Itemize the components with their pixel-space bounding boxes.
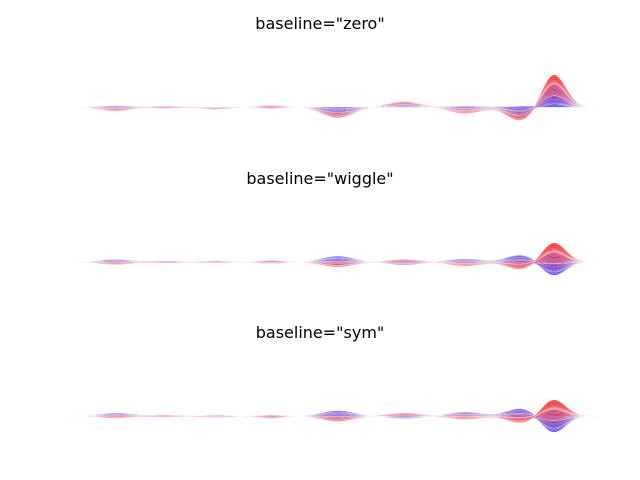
panel-zero: baseline="zero" <box>44 14 599 121</box>
panel-sym: baseline="sym" <box>44 323 599 433</box>
panel-title-zero: baseline="zero" <box>255 14 384 33</box>
stream-layer-wiggle-50 <box>44 242 599 270</box>
stream-layer-sym-50 <box>44 399 599 423</box>
stream-layers-sym <box>44 399 599 433</box>
stream-layers-wiggle <box>44 242 599 276</box>
panel-title-wiggle: baseline="wiggle" <box>246 169 393 188</box>
stream-layers-zero <box>44 74 599 121</box>
stream-layer-zero-50 <box>44 74 599 121</box>
panel-title-sym: baseline="sym" <box>256 323 385 342</box>
panel-wiggle: baseline="wiggle" <box>44 169 599 276</box>
